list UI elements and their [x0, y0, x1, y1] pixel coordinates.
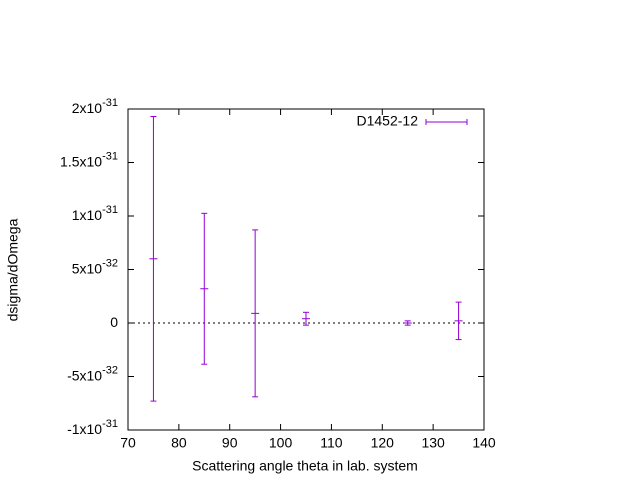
- y-tick-label-base: 1.5x10: [60, 153, 102, 169]
- y-axis-label: dsigma/dOmega: [5, 218, 21, 321]
- x-tick-label: 110: [320, 435, 343, 451]
- y-tick-label: 1.5x10-31: [60, 150, 118, 169]
- plot-border: [127, 108, 485, 431]
- y-tick-label-base: -5x10: [67, 367, 102, 383]
- error-bar: [251, 229, 260, 398]
- x-tick-label: 90: [222, 435, 238, 451]
- x-tick-label: 80: [171, 435, 187, 451]
- error-bar: [149, 115, 158, 402]
- y-tick-label-exponent: -32: [102, 364, 118, 376]
- error-bar: [200, 212, 209, 365]
- y-tick-label-base: 5x10: [72, 260, 103, 276]
- error-bar: [403, 320, 412, 326]
- y-tick-label-base: -1x10: [67, 421, 102, 437]
- x-tick-label: 70: [120, 435, 136, 451]
- y-tick-label: 0: [110, 314, 118, 330]
- x-tick-label: 100: [269, 435, 293, 451]
- y-tick-label-exponent: -31: [102, 150, 118, 162]
- y-tick-label: 1x10-31: [72, 204, 118, 223]
- x-tick-label: 130: [421, 435, 445, 451]
- x-axis-label: Scattering angle theta in lab. system: [192, 458, 418, 474]
- y-tick-label: -1x10-31: [67, 418, 118, 437]
- error-bar: [454, 301, 463, 341]
- y-tick-label: -5x10-32: [67, 364, 118, 383]
- x-tick-label: 140: [472, 435, 496, 451]
- y-tick-label-base: 1x10: [72, 207, 103, 223]
- error-bar: [302, 311, 310, 326]
- legend-label: D1452-12: [357, 113, 419, 129]
- y-tick-label-base: 0: [110, 314, 118, 330]
- y-tick-label: 2x10-31: [72, 97, 118, 116]
- y-tick-label-exponent: -31: [102, 97, 118, 109]
- y-tick-label-base: 2x10: [72, 100, 103, 116]
- x-tick-label: 120: [371, 435, 395, 451]
- y-tick-label-exponent: -31: [102, 418, 118, 430]
- y-tick-label-exponent: -32: [102, 257, 118, 269]
- y-tick-label-exponent: -31: [102, 204, 118, 216]
- y-tick-label: 5x10-32: [72, 257, 118, 276]
